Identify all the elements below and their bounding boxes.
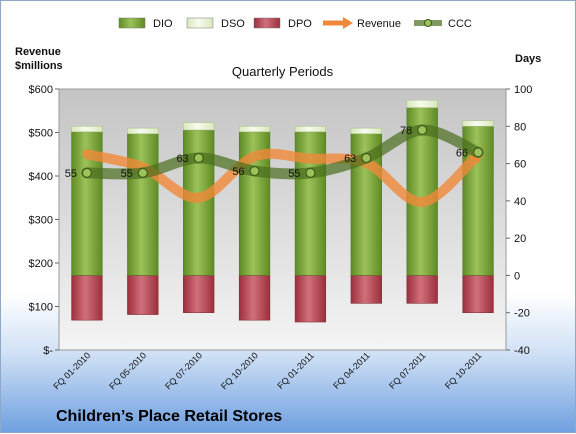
legend-swatch-dpo [254, 18, 280, 28]
bar-dpo [239, 275, 270, 320]
ccc-data-label: 63 [176, 153, 188, 165]
bar-dpo [295, 275, 326, 322]
left-axis-tick-label: $- [43, 345, 53, 357]
ccc-point [138, 168, 147, 177]
ccc-data-label: 63 [344, 153, 356, 165]
legend-label-dpo: DPO [288, 18, 312, 30]
right-axis-tick-label: 40 [514, 196, 526, 208]
legend-swatch-dso [187, 18, 213, 28]
legend-swatch-dio [119, 18, 145, 28]
right-axis-tick-label: 0 [514, 270, 520, 282]
bar-dso [463, 121, 494, 127]
bar-dpo [183, 275, 214, 312]
bar-dpo [407, 275, 438, 303]
category-label: FQ 10-2011 [443, 350, 484, 391]
ccc-point [418, 126, 427, 135]
bar-dso [239, 126, 270, 132]
left-axis-tick-label: $600 [29, 84, 53, 96]
category-label: FQ 04-2011 [331, 350, 372, 391]
legend-swatch-revenue-arrow [343, 17, 353, 29]
bar-dso [295, 126, 326, 132]
legend-label-ccc: CCC [448, 18, 472, 30]
bar-dpo [72, 275, 103, 320]
bar-dso [127, 128, 158, 134]
chart-footer-title: Children’s Place Retail Stores [56, 408, 282, 425]
bar-dso [407, 100, 438, 107]
left-axis-title-line1: Revenue [15, 46, 61, 58]
category-label: FQ 07-2010 [163, 350, 204, 391]
ccc-point [306, 168, 315, 177]
legend-label-revenue: Revenue [357, 18, 401, 30]
ccc-data-label: 66 [456, 147, 468, 159]
ccc-point [474, 148, 483, 157]
bar-dso [351, 128, 382, 134]
right-axis-tick-label: 20 [514, 233, 526, 245]
category-label: FQ 07-2011 [387, 350, 428, 391]
ccc-point [362, 153, 371, 162]
category-label: FQ 01-2011 [275, 350, 316, 391]
legend-label-dso: DSO [221, 18, 245, 30]
bar-dpo [463, 275, 494, 312]
right-axis-tick-label: -40 [514, 345, 530, 357]
left-axis-tick-label: $200 [29, 258, 53, 270]
left-axis-tick-label: $300 [29, 215, 53, 227]
legend-label-dio: DIO [153, 18, 173, 30]
right-axis-tick-label: 80 [514, 121, 526, 133]
right-axis-tick-label: 100 [514, 84, 532, 96]
right-axis-tick-label: 60 [514, 159, 526, 171]
ccc-data-label: 78 [400, 125, 412, 137]
bar-dpo [351, 275, 382, 303]
legend-swatch-ccc-dot [425, 20, 432, 27]
bar-dio [127, 134, 158, 276]
category-label: FQ 05-2010 [107, 350, 148, 391]
right-axis-tick-label: -20 [514, 308, 530, 320]
bar-dso [183, 123, 214, 130]
ccc-data-label: 55 [65, 168, 77, 180]
ccc-data-label: 56 [232, 166, 244, 178]
left-axis-tick-label: $100 [29, 302, 53, 314]
category-label: FQ 10-2010 [219, 350, 260, 391]
right-axis-title: Days [515, 53, 541, 65]
ccc-point [82, 168, 91, 177]
chart-subtitle: Quarterly Periods [232, 64, 334, 79]
bar-dpo [127, 275, 158, 314]
bar-dso [72, 126, 103, 132]
ccc-point [194, 153, 203, 162]
ccc-point [250, 167, 259, 176]
left-axis-tick-label: $500 [29, 128, 53, 140]
ccc-data-label: 55 [288, 168, 300, 180]
category-label: FQ 01-2010 [51, 350, 92, 391]
left-axis-tick-label: $400 [29, 171, 53, 183]
left-axis-title-line2: $millions [15, 60, 63, 72]
ccc-data-label: 55 [121, 168, 133, 180]
